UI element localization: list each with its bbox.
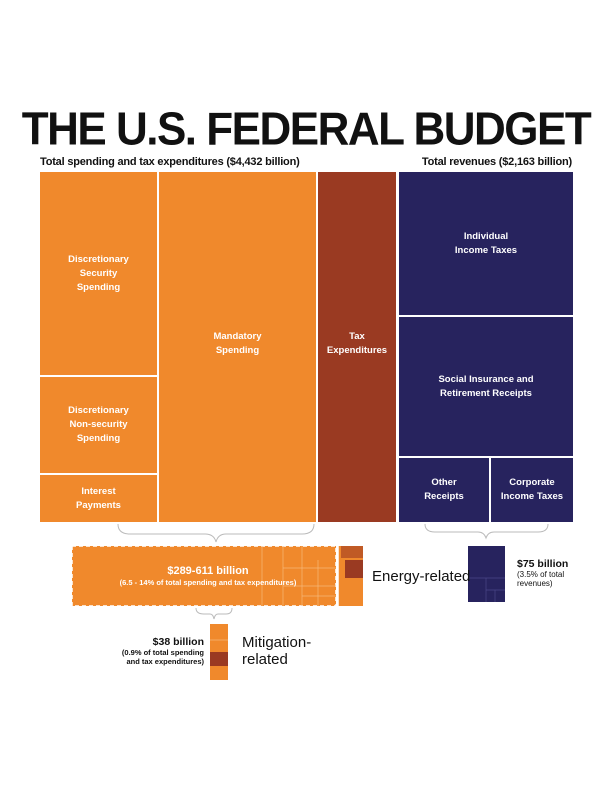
energy-subdivisions: [261, 546, 336, 606]
revenue-energy-subdivisions: [468, 577, 505, 602]
spending-bracket: [117, 523, 315, 543]
energy-note: (6.5 - 14% of total spending and tax exp…: [119, 578, 297, 587]
energy-tax-expenditure-dark: [345, 560, 363, 578]
discretionary-security-label: Discretionary Security Spending: [68, 253, 129, 293]
mitigation-dark-piece: [210, 652, 228, 666]
tax-expenditures-label: Tax Expenditures: [326, 331, 388, 356]
revenue-energy-amount: $75 billion: [517, 558, 569, 570]
social-insurance-label: Social Insurance and Retirement Receipts: [438, 373, 534, 399]
energy-tax-expenditure-top: [341, 546, 363, 558]
mitigation-bracket: [195, 607, 233, 620]
spending-caption: Total spending and tax expenditures ($4,…: [40, 156, 300, 168]
revenue-caption: Total revenues ($2,163 billion): [421, 156, 572, 168]
energy-related-label: Energy-related: [372, 568, 471, 585]
mitigation-text-group: $38 billion (0.9% of total spending and …: [100, 636, 204, 666]
revenue-energy-block: [468, 546, 505, 602]
individual-income-taxes-block: Individual Income Taxes: [399, 172, 573, 315]
other-receipts-block: Other Receipts: [399, 458, 489, 522]
interest-payments-block: Interest Payments: [40, 475, 157, 522]
mandatory-spending-label: Mandatory Spending: [213, 331, 262, 356]
mitigation-note: (0.9% of total spending and tax expendit…: [121, 648, 204, 666]
discretionary-security-block: Discretionary Security Spending: [40, 172, 157, 375]
mitigation-amount: $38 billion: [152, 636, 204, 648]
other-receipts-label: Other Receipts: [424, 477, 464, 502]
energy-amount: $289-611 billion: [167, 565, 249, 577]
discretionary-nonsecurity-block: Discretionary Non-security Spending: [40, 377, 157, 473]
revenue-energy-text-group: $75 billion (3.5% of total revenues): [517, 558, 568, 588]
individual-income-taxes-label: Individual Income Taxes: [454, 230, 518, 256]
social-insurance-block: Social Insurance and Retirement Receipts: [399, 317, 573, 456]
corporate-income-taxes-block: Corporate Income Taxes: [491, 458, 573, 522]
mitigation-related-label: Mitigation- related: [242, 634, 312, 668]
corporate-income-taxes-label: Corporate Income Taxes: [500, 477, 564, 502]
revenue-bracket: [424, 523, 549, 540]
discretionary-nonsecurity-label: Discretionary Non-security Spending: [68, 405, 129, 444]
energy-related-bar-outline: [71, 545, 337, 607]
page-title: THE U.S. FEDERAL BUDGET: [21, 103, 592, 156]
interest-payments-label: Interest Payments: [76, 485, 121, 511]
tax-expenditures-block: Tax Expenditures: [318, 172, 396, 522]
revenue-energy-note: (3.5% of total revenues): [517, 570, 565, 588]
energy-related-bar: [72, 546, 336, 606]
energy-text-group: $289-611 billion (6.5 - 14% of total spe…: [80, 565, 336, 588]
mandatory-spending-block: Mandatory Spending: [159, 172, 316, 522]
